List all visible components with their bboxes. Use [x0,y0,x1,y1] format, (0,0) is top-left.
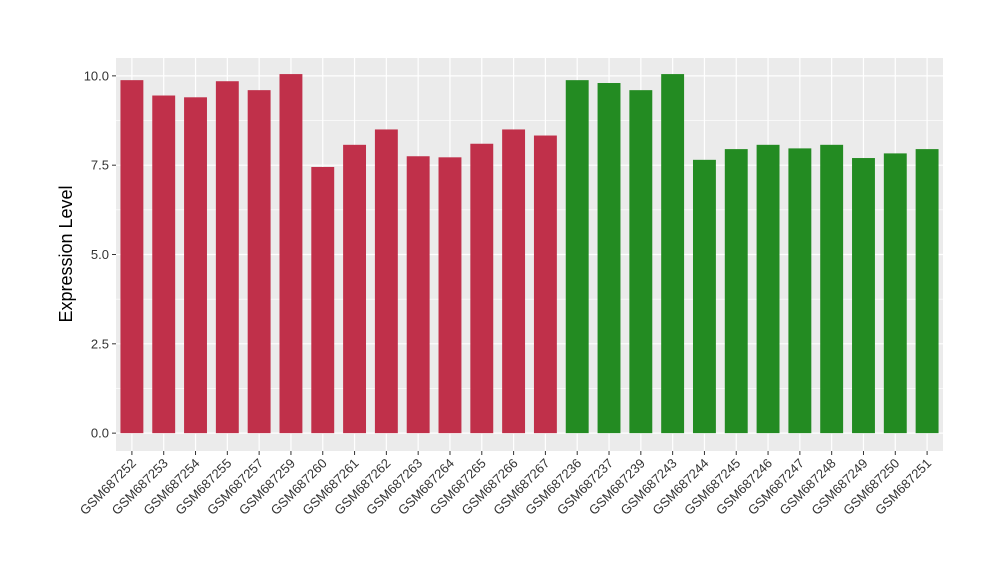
bar-GSM687243 [661,74,685,434]
bar-GSM687257 [247,90,271,434]
bar-GSM687248 [820,144,844,434]
bar-GSM687250 [883,153,907,434]
bar-GSM687263 [406,156,430,434]
bar-GSM687260 [311,166,335,434]
bar-GSM687239 [629,90,653,434]
bar-GSM687264 [438,157,462,434]
y-tick-label: 0.0 [91,426,109,441]
bar-GSM687262 [374,129,398,434]
bars [120,74,939,434]
bar-GSM687255 [215,81,239,434]
bar-GSM687252 [120,80,144,434]
bar-GSM687246 [756,144,780,434]
bar-GSM687266 [502,129,526,434]
bar-GSM687259 [279,74,303,434]
y-tick-label: 5.0 [91,247,109,262]
bar-GSM687237 [597,83,621,434]
bar-GSM687236 [565,80,589,434]
x-axis: GSM687252GSM687253GSM687254GSM687255GSM6… [77,451,934,518]
bar-GSM687267 [533,135,557,434]
bar-GSM687261 [343,144,367,434]
bar-GSM687244 [692,159,716,434]
bar-GSM687265 [470,143,494,434]
bar-GSM687247 [788,148,812,434]
bar-GSM687254 [184,97,207,434]
y-tick-label: 2.5 [91,336,109,351]
y-axis: 0.0 2.5 5.0 7.5 10.0 [84,68,116,441]
bar-GSM687249 [852,158,875,434]
bar-GSM687253 [152,95,176,434]
y-axis-title: Expression Level [56,185,76,322]
y-tick-label: 7.5 [91,158,109,173]
bar-GSM687251 [915,149,939,434]
bar-GSM687245 [724,149,748,434]
y-tick-label: 10.0 [84,68,109,83]
